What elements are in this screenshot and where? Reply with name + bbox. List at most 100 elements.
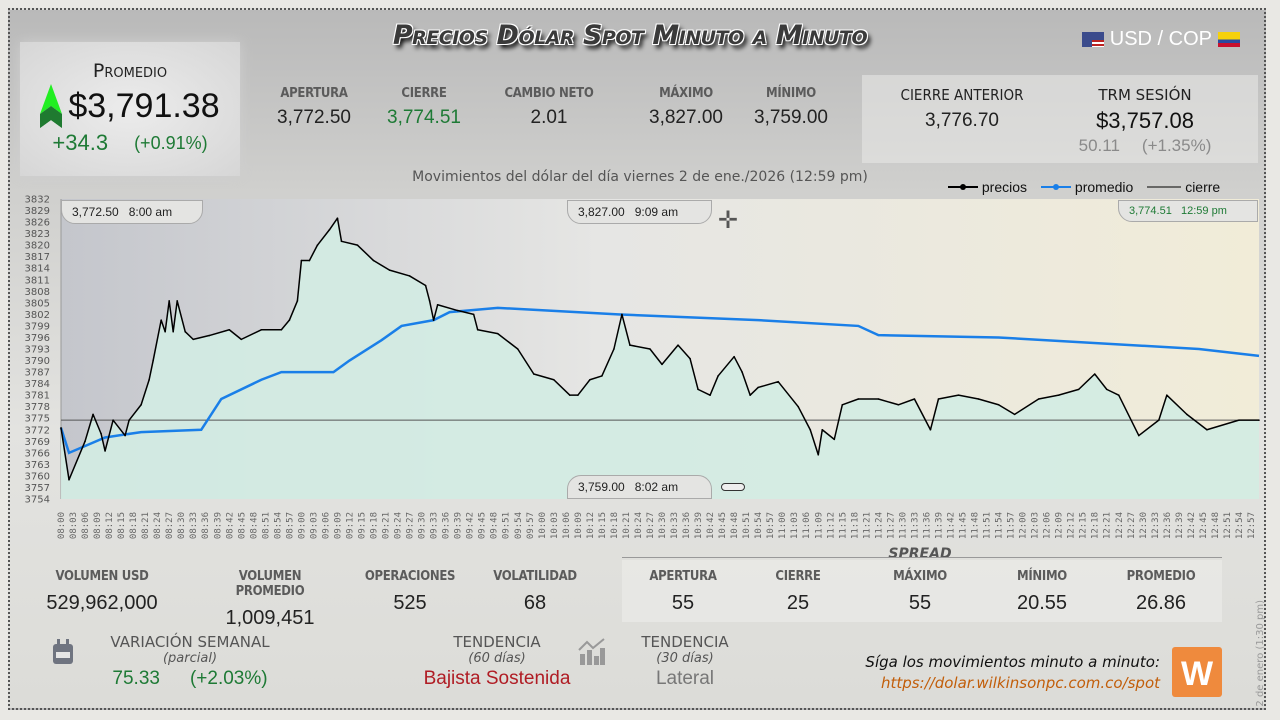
x-tick-label: 08:03 bbox=[69, 512, 79, 539]
header-stat-label: MÍNIMO bbox=[766, 86, 816, 101]
precio-point bbox=[649, 348, 651, 350]
x-tick-label: 11:06 bbox=[802, 512, 812, 539]
x-tick-label: 08:09 bbox=[93, 512, 103, 539]
precio-point bbox=[1093, 373, 1096, 375]
y-tick-label: 3781 bbox=[25, 391, 50, 402]
x-tick-label: 11:30 bbox=[898, 512, 908, 539]
x-tick-label: 10:36 bbox=[682, 512, 692, 539]
x-tick-label: 09:33 bbox=[430, 512, 440, 539]
price-chart[interactable]: 3832382938263823382038173814381138083805… bbox=[0, 0, 1280, 560]
x-tick-label: 12:27 bbox=[1127, 512, 1137, 539]
y-tick-label: 3763 bbox=[25, 460, 50, 471]
precio-point bbox=[408, 275, 411, 277]
open-annotation: 3,772.50 8:00 am bbox=[61, 200, 203, 224]
spread-stat-label: MÍNIMO bbox=[1017, 569, 1067, 584]
precio-point bbox=[957, 394, 960, 396]
y-tick-label: 3829 bbox=[25, 206, 50, 217]
y-tick-label: 3799 bbox=[25, 321, 50, 332]
trm-label: TRM SESIÓN bbox=[1098, 86, 1192, 104]
x-tick-label: 08:54 bbox=[273, 512, 283, 539]
header-stat-value: 2.01 bbox=[530, 107, 568, 128]
y-tick-label: 3772 bbox=[25, 425, 50, 436]
header-stat-label: CAMBIO NETO bbox=[504, 86, 594, 101]
x-tick-label: 10:06 bbox=[562, 512, 572, 539]
spread-stat-value: 55 bbox=[671, 592, 695, 614]
x-tick-label: 09:00 bbox=[297, 512, 307, 539]
promedio-change: +34.3 bbox=[52, 130, 109, 155]
x-tick-label: 11:54 bbox=[995, 512, 1005, 539]
precio-point bbox=[84, 440, 86, 443]
pair-label: USD / COP bbox=[1109, 28, 1212, 50]
x-tick-label: 12:36 bbox=[1163, 512, 1173, 539]
y-tick-label: 3817 bbox=[25, 252, 50, 263]
x-tick-label: 11:12 bbox=[826, 512, 836, 539]
spread-stat-4: PROMEDIO 26.86 bbox=[1101, 569, 1221, 615]
precio-point bbox=[60, 427, 62, 429]
precio-point bbox=[128, 419, 130, 421]
precio-point bbox=[1105, 388, 1108, 391]
site-link[interactable]: https://dolar.wilkinsonpc.com.co/spot bbox=[880, 674, 1160, 692]
x-tick-label: 12:48 bbox=[1211, 512, 1221, 539]
x-tick-label: 10:15 bbox=[598, 512, 608, 539]
precio-point bbox=[1013, 413, 1016, 416]
header-stat-2: CAMBIO NETO 2.01 bbox=[489, 86, 609, 129]
precio-point bbox=[897, 403, 900, 406]
x-tick-label: 11:00 bbox=[778, 512, 788, 539]
precio-point bbox=[456, 309, 459, 312]
precio-point bbox=[677, 344, 679, 346]
x-tick-label: 08:00 bbox=[57, 512, 67, 539]
precio-point bbox=[476, 328, 479, 331]
precio-point bbox=[336, 217, 339, 220]
x-tick-label: 08:24 bbox=[153, 512, 163, 539]
scroll-handle[interactable] bbox=[721, 483, 745, 491]
precio-point bbox=[553, 378, 555, 381]
spread-panel bbox=[622, 560, 1222, 622]
precio-point bbox=[296, 300, 299, 302]
x-tick-label: 12:42 bbox=[1187, 512, 1197, 539]
trm-value: $3,757.08 bbox=[1096, 108, 1194, 133]
precio-point bbox=[1166, 394, 1168, 396]
y-tick-label: 3802 bbox=[25, 310, 50, 321]
precio-point bbox=[184, 330, 187, 333]
y-tick-label: 3766 bbox=[25, 448, 50, 459]
precio-point bbox=[92, 413, 94, 416]
x-tick-label: 10:18 bbox=[610, 512, 620, 539]
x-tick-label: 09:39 bbox=[454, 512, 464, 539]
precio-point bbox=[140, 403, 142, 406]
precio-point bbox=[428, 300, 431, 302]
precio-point bbox=[1037, 398, 1040, 400]
precio-point bbox=[176, 300, 178, 302]
volume-stat-1: VOLUMEN PROMEDIO 1,009,451 bbox=[210, 569, 330, 630]
x-tick-label: 10:27 bbox=[646, 512, 656, 539]
precio-point bbox=[749, 394, 751, 396]
precio-point bbox=[104, 450, 106, 452]
precio-point bbox=[160, 319, 162, 321]
promedio-change-pct: (+0.91%) bbox=[134, 133, 208, 153]
precio-point bbox=[516, 348, 519, 350]
header-stat-0: APERTURA 3,772.50 bbox=[254, 86, 374, 129]
volume-stat-0: VOLUMEN USD 529,962,000 bbox=[42, 569, 162, 615]
y-tick-label: 3778 bbox=[25, 402, 50, 413]
precio-point bbox=[857, 398, 860, 400]
follow-text: Síga los movimientos minuto a minuto: bbox=[865, 653, 1160, 671]
precio-point bbox=[152, 359, 154, 362]
x-tick-label: 11:21 bbox=[862, 512, 872, 539]
precio-point bbox=[288, 319, 291, 321]
precio-point bbox=[577, 394, 579, 396]
precio-point bbox=[709, 394, 711, 396]
crosshair-icon[interactable]: ✛ bbox=[718, 206, 739, 234]
y-tick-label: 3820 bbox=[25, 241, 50, 252]
spread-stat-label: CIERRE bbox=[775, 569, 821, 584]
precio-point bbox=[124, 434, 126, 437]
precio-point bbox=[1077, 388, 1080, 391]
precio-point bbox=[260, 328, 263, 331]
volume-stat-label: OPERACIONES bbox=[364, 569, 456, 584]
x-tick-label: 08:48 bbox=[249, 512, 259, 539]
close-annotation: 3,774.51 12:59 pm bbox=[1118, 200, 1258, 222]
weekly-pct: (+2.03%) bbox=[189, 668, 268, 689]
spread-stat-value: 25 bbox=[786, 592, 810, 614]
x-tick-label: 09:36 bbox=[442, 512, 452, 539]
precio-point bbox=[733, 355, 735, 358]
x-tick-label: 09:09 bbox=[333, 512, 343, 539]
wilkinson-logo[interactable]: W bbox=[1172, 647, 1222, 697]
